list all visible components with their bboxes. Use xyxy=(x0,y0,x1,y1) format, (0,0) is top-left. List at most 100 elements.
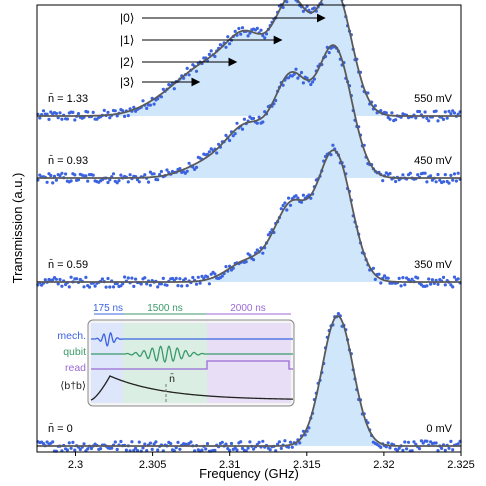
data-point xyxy=(429,282,433,286)
nbar-label: n̄ = 1.33 xyxy=(48,92,88,105)
data-point xyxy=(58,277,62,282)
fit-curve xyxy=(37,44,461,179)
data-point xyxy=(64,172,68,176)
data-point xyxy=(379,281,383,285)
data-point xyxy=(266,233,270,237)
x-axis-label: Frequency (GHz) xyxy=(199,466,299,481)
data-point xyxy=(386,441,390,445)
data-point xyxy=(148,103,152,107)
data-point xyxy=(178,167,182,171)
data-point xyxy=(394,118,398,122)
data-point xyxy=(119,439,123,444)
data-point xyxy=(45,180,49,184)
data-point xyxy=(301,9,305,13)
mech-pulse-trace xyxy=(91,331,293,347)
data-point xyxy=(263,36,267,40)
nbar-label: n̄ = 0 xyxy=(48,422,73,435)
fock-state-annotations: |0⟩ |1⟩ |2⟩ |3⟩ xyxy=(120,11,326,89)
data-point xyxy=(60,171,64,175)
data-point xyxy=(65,448,69,452)
data-point xyxy=(283,201,287,205)
data-point xyxy=(111,285,116,289)
data-point xyxy=(443,448,447,452)
data-point xyxy=(99,447,103,451)
data-point xyxy=(224,442,228,446)
data-point xyxy=(124,448,128,452)
data-point xyxy=(456,442,460,446)
data-point xyxy=(456,171,460,175)
data-point xyxy=(126,180,130,184)
inset-mech-window xyxy=(91,323,123,403)
data-point xyxy=(394,179,398,184)
data-point xyxy=(416,173,420,177)
data-point xyxy=(229,441,234,446)
data-point xyxy=(414,116,418,120)
data-point xyxy=(233,29,237,33)
data-point xyxy=(159,282,163,286)
data-point xyxy=(176,440,180,444)
data-point xyxy=(161,276,165,280)
data-point xyxy=(49,173,53,178)
qubit-pulse-trace xyxy=(91,345,293,363)
data-point xyxy=(152,172,156,176)
data-point xyxy=(45,112,49,116)
data-point xyxy=(165,168,169,172)
data-point xyxy=(178,447,182,451)
data-point xyxy=(406,440,411,444)
data-point xyxy=(366,91,370,95)
data-point xyxy=(312,6,316,10)
data-point xyxy=(301,193,305,197)
data-point xyxy=(403,283,407,287)
data-point xyxy=(228,448,232,453)
data-point xyxy=(277,440,281,444)
data-point xyxy=(185,66,189,70)
data-point xyxy=(191,275,195,280)
data-point xyxy=(451,109,455,113)
data-point xyxy=(239,32,243,36)
y-axis-label: Transmission (a.u.) xyxy=(10,173,25,284)
x-tick-label: 2.32 xyxy=(373,459,394,471)
read-duration-label: 2000 ns xyxy=(230,303,266,314)
data-point xyxy=(292,72,296,76)
data-point xyxy=(430,278,434,282)
spectrum-series: n̄ = 0.93 450 mV xyxy=(36,44,462,185)
data-point xyxy=(113,440,117,444)
data-point xyxy=(108,116,112,120)
data-point xyxy=(47,117,51,121)
spectrum-fill xyxy=(37,45,461,178)
inset-row-phonon-number: ⟨b†b⟩ xyxy=(60,380,86,392)
data-point xyxy=(288,440,293,444)
data-point xyxy=(189,440,193,444)
fock-state-label: |1⟩ xyxy=(120,33,134,47)
data-point xyxy=(371,266,375,270)
data-point xyxy=(239,440,243,444)
data-point xyxy=(43,278,47,282)
x-tick-label: 2.325 xyxy=(447,459,475,471)
fit-curve xyxy=(37,0,461,117)
data-point xyxy=(220,440,224,444)
data-point xyxy=(440,446,444,450)
data-point xyxy=(248,440,252,444)
data-point xyxy=(434,441,438,445)
data-point xyxy=(135,178,140,182)
inset-read-window xyxy=(207,323,291,403)
data-point xyxy=(456,112,460,116)
data-point xyxy=(152,442,156,446)
data-point xyxy=(87,285,92,289)
data-point xyxy=(441,275,446,279)
data-point xyxy=(240,26,245,30)
x-tick-label: 2.315 xyxy=(293,459,321,471)
data-point xyxy=(401,276,405,280)
data-point xyxy=(111,172,116,176)
data-point xyxy=(441,117,446,121)
data-point xyxy=(128,173,132,177)
data-point xyxy=(134,109,138,113)
data-point xyxy=(224,265,228,269)
data-point xyxy=(73,173,77,177)
data-point xyxy=(452,111,457,115)
data-point xyxy=(228,138,232,143)
data-point xyxy=(126,114,130,118)
data-point xyxy=(449,439,453,443)
data-point xyxy=(429,174,433,178)
data-point xyxy=(108,178,112,182)
